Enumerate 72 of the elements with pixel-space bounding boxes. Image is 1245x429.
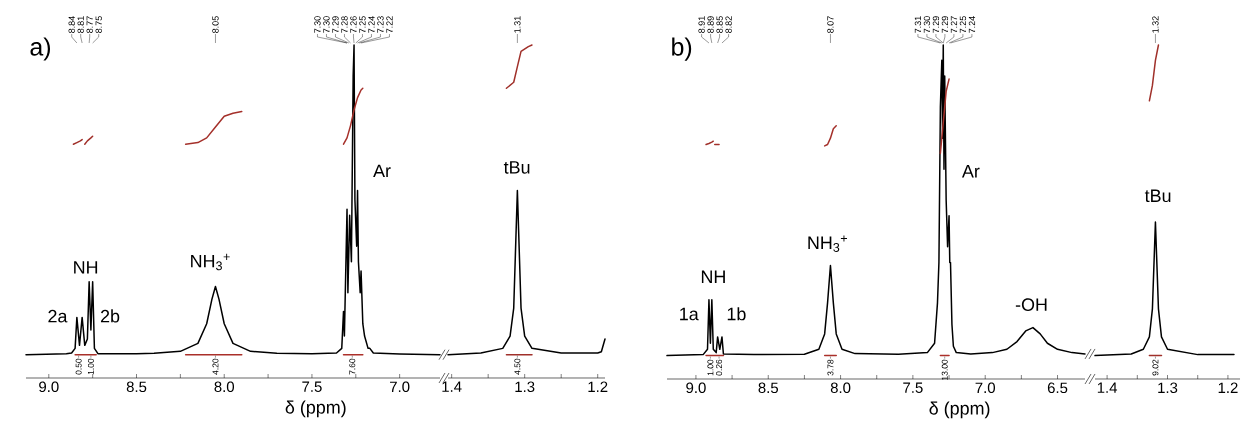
annotation: Ar (373, 164, 391, 177)
annotation: 2b (100, 309, 120, 323)
annotation: 4.50 (514, 358, 521, 375)
annotation: 7.31 (914, 16, 922, 33)
annotation: 3.78 (827, 359, 834, 376)
annotation: tBu (503, 161, 530, 174)
x-tick-label: 1.4 (1097, 382, 1118, 393)
annotation: 8.82 (725, 16, 732, 33)
annotation: 7.29 (332, 16, 339, 33)
annotation: 7.27 (950, 16, 958, 33)
annotation: 8.07 (827, 16, 834, 33)
annotation: 8.89 (707, 16, 714, 33)
annotation: 7.30 (323, 16, 330, 33)
annotation: 8.91 (698, 16, 705, 33)
annotation: 8.75 (95, 16, 102, 33)
x-tick-label: 9.0 (39, 381, 59, 393)
annotation: 7.30 (314, 16, 321, 33)
annotation: 1a (680, 307, 699, 321)
x-tick-label: 6.5 (1047, 382, 1068, 394)
x-tick-label: 1.3 (1158, 382, 1178, 394)
annotation: 8.85 (716, 16, 723, 33)
annotation: 9.02 (1152, 359, 1159, 376)
chart-title: b) (672, 37, 692, 61)
x-tick-label: 1.2 (588, 381, 608, 392)
x-tick-label: 7.5 (903, 382, 923, 393)
x-tick-label: 1.3 (515, 381, 535, 393)
annotation: 13.00 (941, 359, 948, 380)
annotation: 7.26 (350, 16, 357, 33)
annotation: 7.29 (932, 16, 940, 33)
annotation: 1.31 (514, 16, 521, 33)
annotation: 0.50 (75, 358, 82, 375)
annotation: 0.26 (716, 359, 723, 376)
annotation: 2a (48, 309, 68, 323)
annotation: 7.30 (923, 16, 931, 33)
annotation: 7.25 (959, 16, 967, 33)
x-tick-label: 7.0 (390, 381, 410, 393)
x-tick-label: 1.4 (442, 381, 462, 392)
x-tick-label: 1.2 (1218, 382, 1238, 393)
annotation: 7.29 (941, 16, 949, 33)
x-tick-label: 8.5 (126, 381, 147, 393)
annotation: 7.23 (377, 16, 384, 33)
annotation: 4.20 (212, 358, 219, 375)
annotation: NH$_{3}$+ (191, 253, 230, 271)
x-axis-title: δ (ppm) (929, 401, 990, 419)
x-tick-label: 8.5 (758, 382, 779, 394)
annotation: Ar (961, 165, 980, 178)
x-tick-label: 8.0 (830, 382, 851, 394)
x-tick-label: 7.0 (975, 382, 996, 394)
annotation: 1b (727, 307, 746, 321)
annotation: tBu (1144, 189, 1171, 203)
annotation: 7.28 (341, 16, 348, 33)
annotation: 8.81 (77, 16, 84, 33)
annotation: 7.22 (386, 16, 393, 33)
x-tick-label: 7.5 (302, 381, 322, 392)
annotation: 8.77 (86, 16, 93, 33)
annotation: 8.05 (212, 16, 219, 33)
annotation: 7.60 (349, 358, 356, 375)
annotation: -OH (1015, 298, 1047, 311)
annotation: 7.25 (359, 16, 366, 33)
annotation: 7.24 (368, 16, 375, 33)
annotation: 1.00 (87, 358, 94, 375)
x-axis-title: δ (ppm) (285, 400, 346, 418)
annotation: NH$_{3}$+ (808, 235, 847, 252)
annotation: 1.00 (707, 359, 714, 376)
annotation: NH (74, 261, 98, 274)
annotation: 7.24 (968, 16, 976, 33)
annotation: 8.84 (68, 16, 75, 33)
annotation: 1.32 (1152, 16, 1159, 33)
x-tick-label: 8.0 (214, 381, 235, 393)
x-tick-label: 9.0 (686, 382, 706, 394)
annotation: NH (701, 270, 725, 283)
chart-title: a) (30, 37, 51, 61)
